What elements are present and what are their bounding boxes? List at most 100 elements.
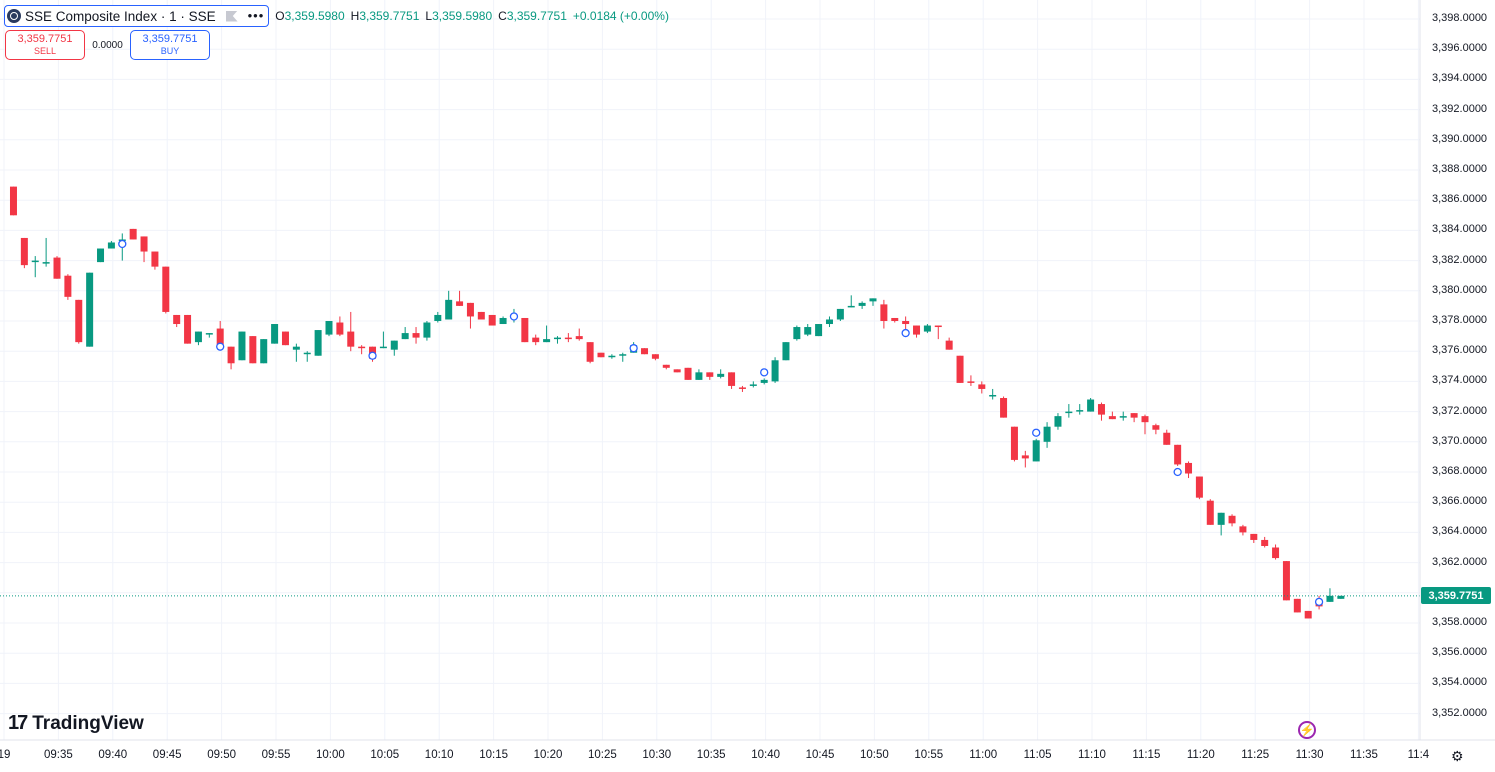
candle [880,299,888,329]
candle-body [151,251,159,267]
candle [271,324,279,344]
flag-icon[interactable] [225,10,238,22]
candle-body [31,260,39,263]
candle-body [913,325,921,335]
candle-body [934,325,942,328]
candle-body [205,333,213,335]
event-marker[interactable] [216,342,225,351]
tradingview-wordmark: TradingView [32,712,144,734]
candle-body [1217,512,1225,525]
event-marker[interactable] [760,368,769,377]
candle-body [53,257,61,279]
candle [499,316,507,325]
price-tick-label: 3,392.0000 [1432,102,1488,115]
candle [477,311,485,320]
event-marker[interactable] [1032,428,1041,437]
event-marker[interactable] [901,328,910,338]
candle-body [1065,411,1073,414]
price-tick-label: 3,390.0000 [1432,132,1488,145]
more-options-icon[interactable]: ••• [247,8,265,23]
candle-body [738,387,746,389]
candle [564,333,572,343]
candle [401,327,409,340]
candle [1097,402,1105,421]
gear-icon[interactable]: ⚙ [1451,748,1464,764]
price-tick-label: 3,352.0000 [1432,706,1488,719]
candle-body [358,346,366,349]
event-marker[interactable] [509,312,519,321]
candle [303,351,311,362]
candle [1010,426,1018,462]
sell-label: SELL [33,46,57,56]
candle-body [271,324,279,344]
candle [42,237,50,267]
candle-body [804,327,812,335]
candle-body [1076,410,1084,412]
candle-body [249,336,257,364]
symbol-selector[interactable]: SSE Composite Index · 1 · SSE ••• [4,5,270,27]
candle-body [543,339,551,343]
time-tick-label: 10:00 [316,749,345,761]
price-tick-label: 3,378.0000 [1432,314,1488,326]
candle [902,316,910,331]
candle-body [75,299,83,343]
time-tick-label: 11:25 [1241,749,1270,761]
candle [575,328,583,341]
candle [1054,413,1062,430]
tradingview-logo[interactable]: 17 TradingView [8,712,144,735]
candle-body [434,314,442,321]
candle-body [194,331,202,343]
candle [793,325,801,341]
candle-body [673,369,681,373]
price-tick-label: 3,358.0000 [1432,616,1488,628]
candle-body [292,346,300,350]
candle [336,316,344,337]
candle-body [216,328,224,347]
event-marker[interactable] [629,344,638,353]
candle-body [989,394,997,397]
candle [989,388,997,400]
candle-body [314,330,322,356]
candle [815,324,823,337]
event-marker[interactable] [1173,467,1182,477]
exchange-logo-icon [7,9,21,23]
price-tick-label: 3,356.0000 [1432,646,1488,659]
candle [923,324,931,334]
candle-body [1021,455,1029,459]
candle-body [1228,515,1236,524]
time-tick-label: 10:10 [424,749,454,761]
candle-body [1304,610,1312,619]
candle [9,186,17,216]
candle [847,295,855,308]
time-tick-label: 11:10 [1078,749,1106,761]
price-tick-label: 3,372.0000 [1432,404,1488,417]
ohlc-low: L3,359.5980 [425,9,493,23]
price-tick-label: 3,394.0000 [1432,72,1488,85]
ohlc-open: O3,359.5980 [275,9,345,23]
candle-body [1261,539,1269,546]
event-marker[interactable] [368,351,377,360]
candle [1282,561,1290,601]
candle [1228,514,1236,527]
candle [227,346,235,370]
time-tick-label: 09:45 [152,749,182,761]
price-tick-label: 3,366.0000 [1432,495,1488,508]
candle [1250,533,1258,543]
buy-button[interactable]: 3,359.7751 BUY [130,30,210,60]
candle [1152,423,1160,435]
event-marker[interactable] [118,239,127,249]
candle-body [1326,595,1334,602]
candle-body [456,301,464,306]
flash-icon[interactable]: ⚡ [1298,721,1316,739]
time-tick-label: 09:35 [44,749,73,761]
candle [956,355,964,383]
time-tick-label: 10:40 [751,749,780,761]
candle [445,290,453,320]
event-marker[interactable] [1314,597,1324,607]
sell-button[interactable]: 3,359.7751 SELL [5,30,85,60]
sell-price: 3,359.7751 [17,33,73,45]
price-tick-label: 3,384.0000 [1432,223,1488,236]
candle [194,331,202,346]
candle-body [771,360,779,382]
